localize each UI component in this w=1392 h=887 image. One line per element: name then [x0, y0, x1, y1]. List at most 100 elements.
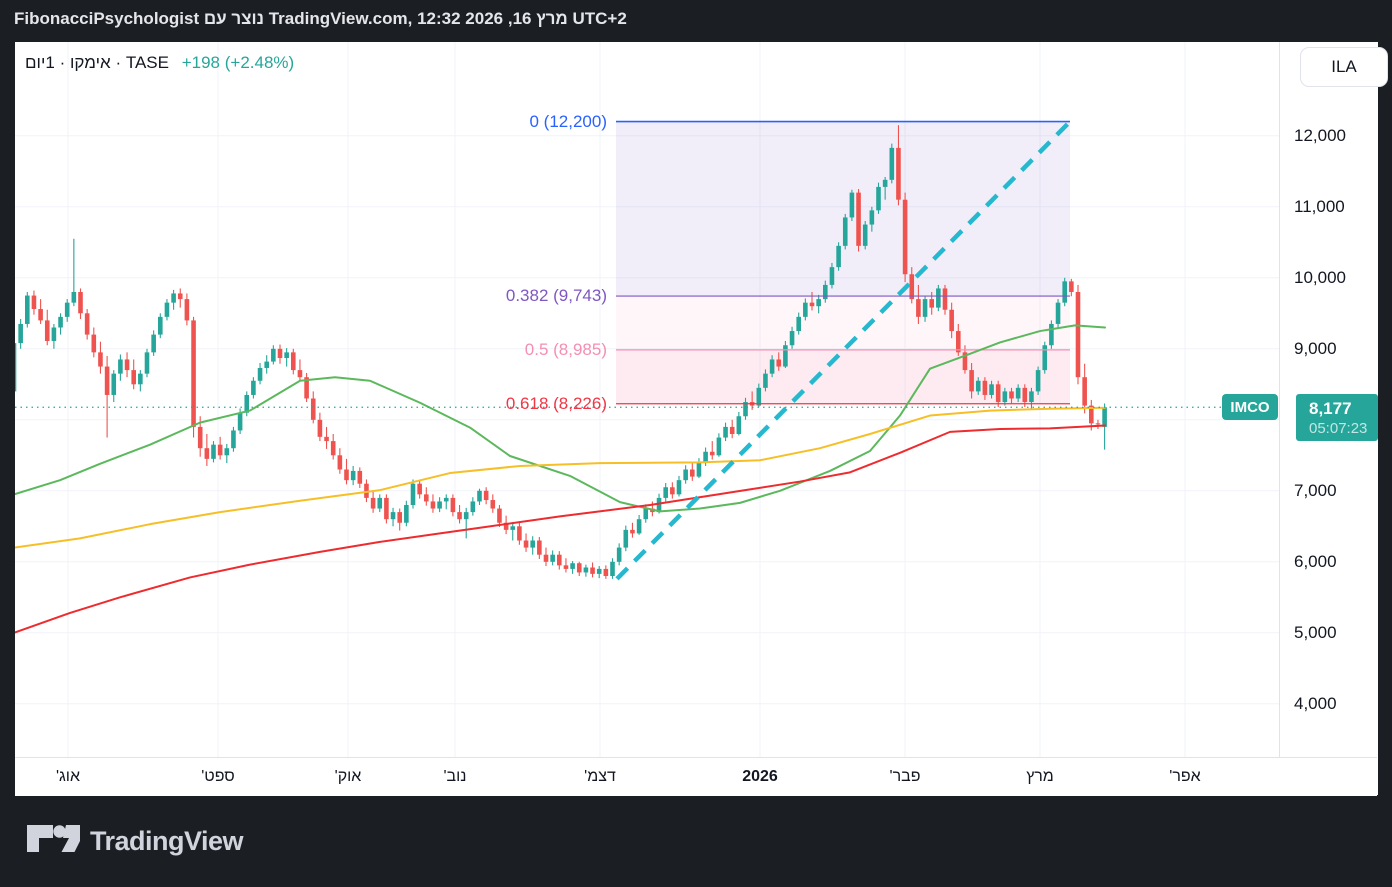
candle — [364, 479, 369, 503]
text-token: TASE — [125, 53, 169, 72]
candle — [370, 490, 376, 513]
symbol-legend[interactable]: 1יום · אימקו · TASE +198 (+2.48%) — [25, 53, 294, 73]
time-tick: ספט' — [201, 768, 235, 785]
candle — [231, 426, 236, 452]
candle — [776, 352, 782, 371]
candle — [51, 323, 57, 349]
last-price-value: 8,177 — [1309, 398, 1352, 418]
candle — [576, 561, 582, 576]
candle — [537, 536, 542, 559]
candle — [543, 547, 549, 567]
candle — [44, 309, 50, 346]
candle — [104, 355, 110, 438]
candle — [118, 354, 123, 381]
text-token: 1יום — [25, 53, 55, 72]
fib-label-0.5: 0.5 (8,985) — [524, 339, 607, 359]
price-chart-canvas[interactable] — [15, 42, 1279, 757]
candle — [1055, 299, 1061, 328]
candle — [124, 352, 130, 378]
candle — [144, 348, 150, 378]
candle — [716, 433, 722, 457]
candle — [284, 348, 289, 367]
price-scale-mode-button[interactable]: ILA — [1300, 47, 1388, 87]
symbol-title[interactable]: 1יום · אימקו · TASE — [25, 53, 169, 72]
candle — [563, 558, 569, 573]
candle — [690, 462, 695, 481]
candle — [277, 344, 283, 364]
candle — [670, 482, 675, 499]
candle — [344, 458, 349, 485]
candle — [889, 143, 895, 184]
ma-mid-line[interactable] — [15, 406, 1106, 549]
candle — [350, 465, 356, 486]
candle — [450, 494, 456, 517]
candle — [995, 380, 1001, 408]
time-tick: אוג' — [55, 768, 81, 785]
candle — [457, 505, 462, 524]
tradingview-logo-icon[interactable] — [26, 822, 80, 860]
candle — [975, 377, 981, 395]
time-tick: נוב' — [443, 768, 467, 785]
candle — [856, 189, 861, 252]
candle — [969, 363, 974, 399]
candle — [38, 299, 43, 324]
time-tick: דצמ' — [584, 768, 616, 785]
candle — [829, 262, 835, 289]
candle — [616, 543, 622, 566]
candle — [869, 206, 875, 232]
candle — [257, 363, 263, 385]
ma-slow-line[interactable] — [15, 424, 1106, 634]
candle — [1075, 284, 1081, 385]
time-tick: 2026 — [742, 768, 778, 785]
candle — [18, 318, 23, 349]
price-tick-4000: 4,000 — [1294, 693, 1337, 713]
candle — [769, 355, 775, 378]
candle — [896, 125, 901, 206]
text-token: נוצר עם — [203, 9, 264, 28]
tradingview-brand-text[interactable]: TradingView — [90, 825, 244, 856]
last-price-box: 8,177 05:07:23 — [1296, 394, 1378, 442]
candle — [816, 294, 821, 314]
chart-panel: 1יום · אימקו · TASE +198 (+2.48%) 0 (12,… — [15, 42, 1279, 757]
candle — [942, 284, 948, 315]
price-line-tag[interactable]: IMCO — [1222, 394, 1278, 421]
candle — [164, 299, 170, 321]
ma-fast-line[interactable] — [15, 324, 1106, 513]
candle — [58, 313, 63, 335]
candle — [902, 192, 908, 283]
candle — [550, 550, 555, 566]
candle — [743, 397, 748, 420]
text-token: מרץ — [536, 9, 568, 28]
price-tick-10000: 10,000 — [1294, 267, 1346, 287]
candle — [217, 436, 223, 460]
candle — [862, 221, 868, 250]
text-token: FibonacciPsychologist — [14, 9, 200, 28]
trendline[interactable] — [615, 120, 1072, 581]
candle — [324, 426, 329, 449]
candle — [397, 508, 402, 531]
price-tick-9000: 9,000 — [1294, 338, 1337, 358]
candle — [723, 422, 728, 442]
candle — [410, 479, 416, 509]
candle — [404, 500, 409, 527]
time-axis[interactable]: אוג' ספט' אוק' נוב' דצמ' 2026 פבר' מרץ אפר' — [15, 757, 1377, 796]
candle — [251, 377, 256, 399]
candle — [982, 377, 988, 400]
fib-lines[interactable] — [616, 120, 1070, 405]
candle — [610, 558, 615, 579]
fib-label-0.618: 0.618 (8,226) — [505, 393, 607, 413]
text-token: 2026 — [465, 9, 504, 28]
price-axis[interactable]: ILA 12,000 11,000 10,000 9,000 7,000 6,000 5,0… — [1279, 42, 1388, 795]
candle — [949, 302, 954, 339]
candle — [330, 434, 336, 460]
candle — [636, 514, 642, 535]
price-tick-5000: 5,000 — [1294, 622, 1337, 642]
chart-frame: 1יום · אימקו · TASE +198 (+2.48%) 0 (12,… — [15, 42, 1388, 796]
candle — [417, 480, 422, 499]
candle — [676, 475, 682, 497]
candle — [483, 487, 489, 505]
candle — [1015, 384, 1021, 403]
candle — [184, 293, 190, 326]
candle — [956, 323, 961, 356]
